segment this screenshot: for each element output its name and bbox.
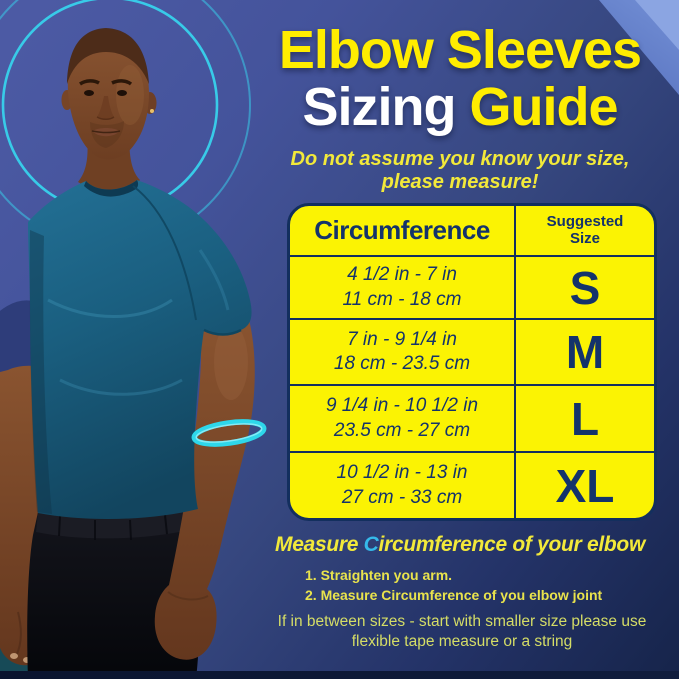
title-word-guide: Guide	[469, 77, 619, 138]
measure-suffix: ircumference of your elbow	[378, 533, 646, 556]
measure-ring-icon	[191, 419, 267, 447]
title-word-spacer	[455, 77, 469, 137]
title-line1: Elbow Sleeves	[278, 20, 642, 80]
range-cm: 27 cm - 33 cm	[341, 486, 463, 508]
page-title: Elbow Sleeves Sizing Guide	[250, 20, 670, 136]
table-row-s-range: 4 1/2 in - 7 in 11 cm - 18 cm	[290, 255, 514, 318]
measure-heading: Measure Circumference of your elbow	[250, 533, 670, 557]
step-2: 2. Measure Circumference of you elbow jo…	[305, 587, 603, 604]
subtitle: Do not assume you know your size, please…	[250, 148, 670, 194]
model-head	[61, 28, 157, 160]
table-row-xl-range: 10 1/2 in - 13 in 27 cm - 33 cm	[290, 451, 514, 518]
range-inches: 9 1/4 in - 10 1/2 in	[325, 395, 479, 417]
sizing-table: Circumference Suggested Size 4 1/2 in - …	[287, 203, 657, 521]
range-inches: 7 in - 9 1/4 in	[347, 328, 457, 350]
note-line2: flexible tape measure or a string	[351, 633, 573, 651]
range-inches: 4 1/2 in - 7 in	[347, 264, 457, 286]
model-shirt	[28, 180, 252, 519]
measure-prefix: Measure	[275, 533, 364, 556]
table-row-m-range: 7 in - 9 1/4 in 18 cm - 23.5 cm	[290, 318, 514, 384]
between-sizes-note: If in between sizes - start with smaller…	[250, 612, 674, 652]
subtitle-line2: please measure!	[381, 171, 539, 193]
measure-steps: 1. Straighten you arm. 2. Measure Circum…	[305, 565, 665, 606]
suggested-label: Suggested	[546, 213, 624, 231]
note-line1: If in between sizes - start with smaller…	[277, 613, 647, 630]
bottom-edge-bar	[0, 671, 679, 679]
range-inches: 10 1/2 in - 13 in	[336, 462, 468, 484]
measure-highlight-letter: C	[363, 533, 379, 556]
range-cm: 11 cm - 18 cm	[342, 288, 462, 310]
model-right-arm	[154, 316, 255, 660]
size-label: Size	[569, 229, 600, 247]
athlete-photo	[0, 28, 267, 679]
table-row-l-size: L	[514, 384, 654, 451]
table-row-xl-size: XL	[514, 451, 654, 518]
range-cm: 18 cm - 23.5 cm	[333, 353, 471, 374]
column-header-circumference: Circumference	[314, 215, 490, 245]
table-row-l-range: 9 1/4 in - 10 1/2 in 23.5 cm - 27 cm	[290, 384, 514, 451]
step-1: 1. Straighten you arm.	[305, 567, 453, 583]
subtitle-line1: Do not assume you know your size,	[290, 148, 630, 170]
range-cm: 23.5 cm - 27 cm	[333, 419, 471, 441]
table-row-m-size: M	[514, 318, 654, 384]
table-row-s-size: S	[514, 255, 654, 318]
title-line2: Sizing Guide	[250, 79, 670, 136]
title-word-sizing: Sizing	[302, 77, 456, 138]
column-header-suggested-size: Suggested Size	[514, 206, 654, 255]
